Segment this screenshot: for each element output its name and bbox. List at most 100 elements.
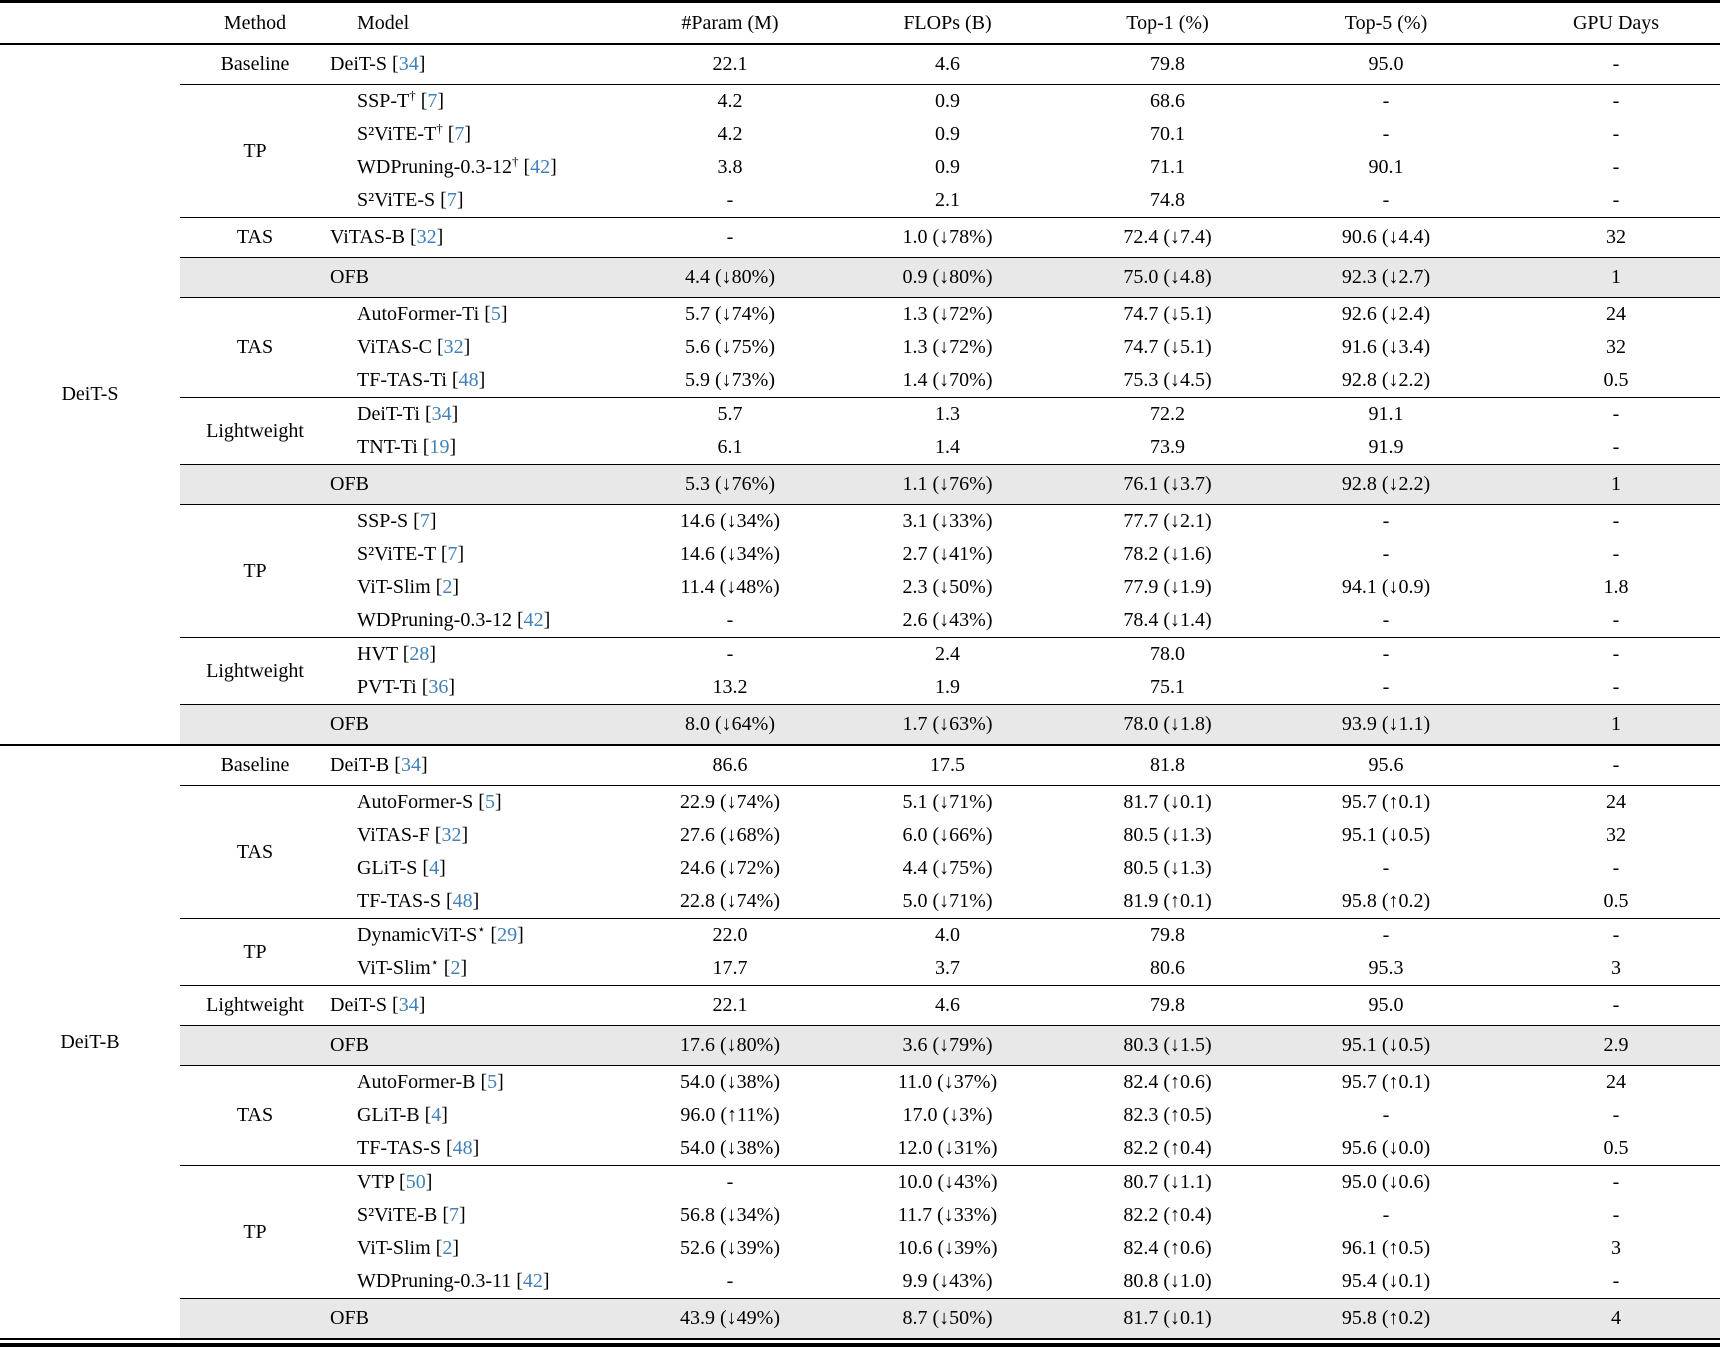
model-name: TF-TAS-S xyxy=(357,1137,441,1159)
param-cell: 54.0 (↓38%) xyxy=(680,1137,780,1159)
citation-link[interactable]: 2 xyxy=(442,576,453,598)
top1-cell: 80.6 xyxy=(1150,957,1185,979)
citation-open-bracket: [ xyxy=(413,510,420,532)
citation-close-bracket: ] xyxy=(436,226,444,248)
model-superscript: ⋆ xyxy=(430,954,439,970)
top1-cell: 80.8 (↓1.0) xyxy=(1123,1270,1212,1292)
model-cell: HVT [28] xyxy=(330,637,640,671)
citation-link[interactable]: 34 xyxy=(398,53,419,75)
flops-cell: 2.6 (↓43%) xyxy=(902,609,993,631)
model-name: HVT xyxy=(357,643,398,665)
table-row: ViT-Slim⋆ [2] 17.7 3.7 80.6 95.3 3 xyxy=(0,952,1720,986)
citation-link[interactable]: 42 xyxy=(523,609,544,631)
top5-cell: 92.3 (↓2.7) xyxy=(1260,257,1512,298)
model-name: VTP xyxy=(357,1171,395,1193)
citation-link[interactable]: 5 xyxy=(487,1071,498,1093)
citation-link[interactable]: 19 xyxy=(429,436,450,458)
model-name: ViTAS-B xyxy=(330,226,405,248)
table-row: TAS AutoFormer-B [5] 54.0 (↓38%) 11.0 (↓37%… xyxy=(0,1065,1720,1166)
top5-cell: 95.3 xyxy=(1368,957,1404,979)
table-row: TAS ViTAS-B [32] -1.0 (↓78%) 72.4 (↓7.4) 90.… xyxy=(0,217,1720,258)
citation-link[interactable]: 48 xyxy=(458,369,479,391)
citation: [7] xyxy=(442,1204,465,1226)
gpu-days-cell: - xyxy=(1612,1104,1620,1126)
citation-close-bracket: ] xyxy=(425,1171,433,1193)
top5-cell: 95.0 xyxy=(1368,53,1404,75)
top1-cell: 80.7 (↓1.1) xyxy=(1075,1165,1260,1199)
citation-link[interactable]: 7 xyxy=(447,543,458,565)
model-name: OFB xyxy=(330,713,369,735)
param-cell: 52.6 (↓39%) xyxy=(680,1237,780,1259)
citation-link[interactable]: 36 xyxy=(428,676,449,698)
citation-close-bracket: ] xyxy=(420,754,428,776)
gpu-days-cell: 0.5 xyxy=(1603,890,1629,912)
model-cell: AutoFormer-Ti [5] xyxy=(330,297,640,331)
gpu-days-cell: 3 xyxy=(1611,1237,1621,1259)
model-cell: DeiT-S [34] xyxy=(330,985,640,1026)
param-cell: 8.0 (↓64%) xyxy=(640,704,820,745)
citation-link[interactable]: 7 xyxy=(449,1204,460,1226)
citation-close-bracket: ] xyxy=(494,791,502,813)
flops-cell: 0.9 xyxy=(820,84,1075,118)
model-name: S²ViTE-T xyxy=(357,123,437,145)
model-cell: DeiT-S [34] xyxy=(330,44,640,85)
model-name: GLiT-S xyxy=(357,857,418,879)
citation-link[interactable]: 5 xyxy=(490,303,501,325)
citation-open-bracket: [ xyxy=(440,189,447,211)
top5-cell: 95.6 (↓0.0) xyxy=(1341,1137,1431,1159)
col-header-top1: Top-1 (%) xyxy=(1075,1,1260,45)
citation-link[interactable]: 42 xyxy=(522,1270,543,1292)
gpu-days-cell: 4 xyxy=(1512,1298,1720,1339)
citation-link[interactable]: 2 xyxy=(442,1237,453,1259)
citation-link[interactable]: 34 xyxy=(400,754,421,776)
citation-link[interactable]: 32 xyxy=(416,226,437,248)
flops-cell: 1.9 xyxy=(935,676,960,698)
flops-cell: 5.1 (↓71%) xyxy=(820,785,1075,819)
top1-cell: 81.9 (↑0.1) xyxy=(1123,890,1212,912)
citation-link[interactable]: 50 xyxy=(405,1171,426,1193)
citation-close-bracket: ] xyxy=(459,1204,466,1226)
param-cell: - xyxy=(640,637,820,671)
citation-link[interactable]: 2 xyxy=(450,957,461,979)
citation-link[interactable]: 4 xyxy=(431,1104,442,1126)
citation-link[interactable]: 29 xyxy=(497,924,518,946)
gpu-days-cell: - xyxy=(1512,504,1720,538)
citation: [32] xyxy=(435,824,468,846)
gpu-days-cell: 0.5 xyxy=(1603,369,1629,391)
table-body: DeiT-S Baseline DeiT-S [34] 22.1 4.6 79.8 95.0… xyxy=(0,44,1720,1339)
param-cell: 11.4 (↓48%) xyxy=(680,576,780,598)
citation-link[interactable]: 4 xyxy=(429,857,440,879)
table-row: ViTAS-C [32] 5.6 (↓75%) 1.3 (↓72%) 74.7 (↓5… xyxy=(0,331,1720,364)
citation: [29] xyxy=(490,924,523,946)
citation-open-bracket: [ xyxy=(421,676,429,698)
citation-link[interactable]: 7 xyxy=(427,90,438,112)
citation-link[interactable]: 48 xyxy=(452,1137,473,1159)
citation-link[interactable]: 48 xyxy=(452,890,473,912)
table-row: WDPruning-0.3-12† [42] 3.8 0.9 71.1 90.1 - xyxy=(0,151,1720,184)
model-cell: GLiT-B [4] xyxy=(330,1099,640,1132)
citation-close-bracket: ] xyxy=(472,1137,480,1159)
citation-link[interactable]: 42 xyxy=(530,156,551,178)
param-cell: 5.7 xyxy=(640,397,820,431)
gpu-days-cell: - xyxy=(1512,918,1720,952)
citation-close-bracket: ] xyxy=(429,643,437,665)
citation-link[interactable]: 7 xyxy=(454,123,465,145)
citation-open-bracket: [ xyxy=(516,1270,523,1292)
citation-open-bracket: [ xyxy=(399,1171,406,1193)
top5-cell: 95.0 (↓0.6) xyxy=(1260,1165,1512,1199)
table-row: GLiT-S [4] 24.6 (↓72%) 4.4 (↓75%) 80.5 (↓1.… xyxy=(0,852,1720,885)
citation-link[interactable]: 32 xyxy=(443,336,464,358)
gpu-days-cell: - xyxy=(1512,637,1720,671)
model-name: OFB xyxy=(330,473,369,495)
citation-link[interactable]: 34 xyxy=(398,994,419,1016)
method-cell xyxy=(180,1298,330,1339)
citation-link[interactable]: 32 xyxy=(441,824,462,846)
model-cell: WDPruning-0.3-12 [42] xyxy=(330,604,640,638)
citation-link[interactable]: 7 xyxy=(419,510,430,532)
gpu-days-cell: 1 xyxy=(1512,464,1720,505)
citation-link[interactable]: 7 xyxy=(446,189,457,211)
top1-cell: 80.5 (↓1.3) xyxy=(1123,857,1212,879)
citation-link[interactable]: 28 xyxy=(409,643,430,665)
citation-link[interactable]: 34 xyxy=(431,403,452,425)
citation-link[interactable]: 5 xyxy=(484,791,495,813)
